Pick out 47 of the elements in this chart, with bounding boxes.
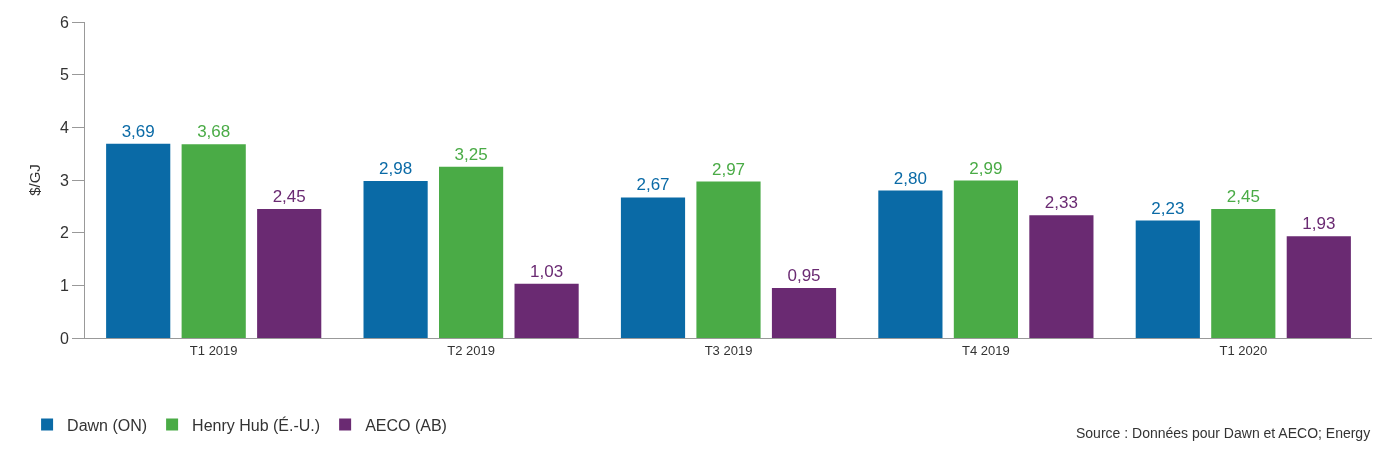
bar <box>771 287 837 338</box>
data-label: 1,03 <box>530 261 564 281</box>
bar <box>1211 208 1276 338</box>
data-label: 2,67 <box>636 175 670 195</box>
bar <box>953 180 1018 338</box>
data-label: 2,45 <box>272 186 306 206</box>
y-tick-label: 6 <box>59 13 69 31</box>
bar <box>1029 215 1094 338</box>
x-tick-label: T3 2019 <box>704 342 753 358</box>
bar <box>620 197 686 338</box>
legend-label: Henry Hub (É.-U.) <box>192 415 321 434</box>
bar <box>514 283 579 338</box>
data-label: 0,95 <box>787 265 821 285</box>
y-tick-label: 5 <box>59 66 69 84</box>
data-label: 2,98 <box>379 159 413 179</box>
y-tick-label: 1 <box>59 276 69 294</box>
data-label: 2,33 <box>1044 193 1078 213</box>
bar <box>439 166 504 338</box>
bar <box>257 208 322 338</box>
bar <box>363 181 428 338</box>
data-label: 2,45 <box>1226 186 1260 206</box>
data-label: 2,80 <box>893 168 927 188</box>
data-label: 2,97 <box>711 159 746 179</box>
x-tick-label: T1 2020 <box>1219 342 1268 358</box>
data-label: 1,93 <box>1302 214 1336 234</box>
data-label: 3,69 <box>121 121 155 141</box>
data-label: 3,25 <box>454 144 488 164</box>
y-tick-label: 4 <box>59 118 69 136</box>
y-tick-label: 0 <box>59 329 69 347</box>
bar <box>1135 220 1200 338</box>
y-tick-label: 2 <box>59 224 69 242</box>
legend-label: AECO (AB) <box>365 416 447 434</box>
source-note: Source : Données pour Dawn et AECO; Energy <box>1076 425 1371 441</box>
bar <box>696 181 761 338</box>
legend-label: Dawn (ON) <box>67 416 148 434</box>
x-tick-label: T1 2019 <box>189 342 238 358</box>
bar <box>1286 236 1351 338</box>
bar <box>106 143 171 338</box>
x-tick-label: T4 2019 <box>962 342 1010 358</box>
data-label: 3,68 <box>197 122 231 142</box>
data-label: 2,99 <box>969 158 1003 178</box>
data-label: 2,23 <box>1151 198 1185 218</box>
y-axis-title: $/GJ <box>26 164 44 196</box>
y-tick-label: 3 <box>59 171 69 189</box>
bar <box>878 190 943 338</box>
x-tick-label: T2 2019 <box>447 342 495 358</box>
bar <box>181 144 246 338</box>
